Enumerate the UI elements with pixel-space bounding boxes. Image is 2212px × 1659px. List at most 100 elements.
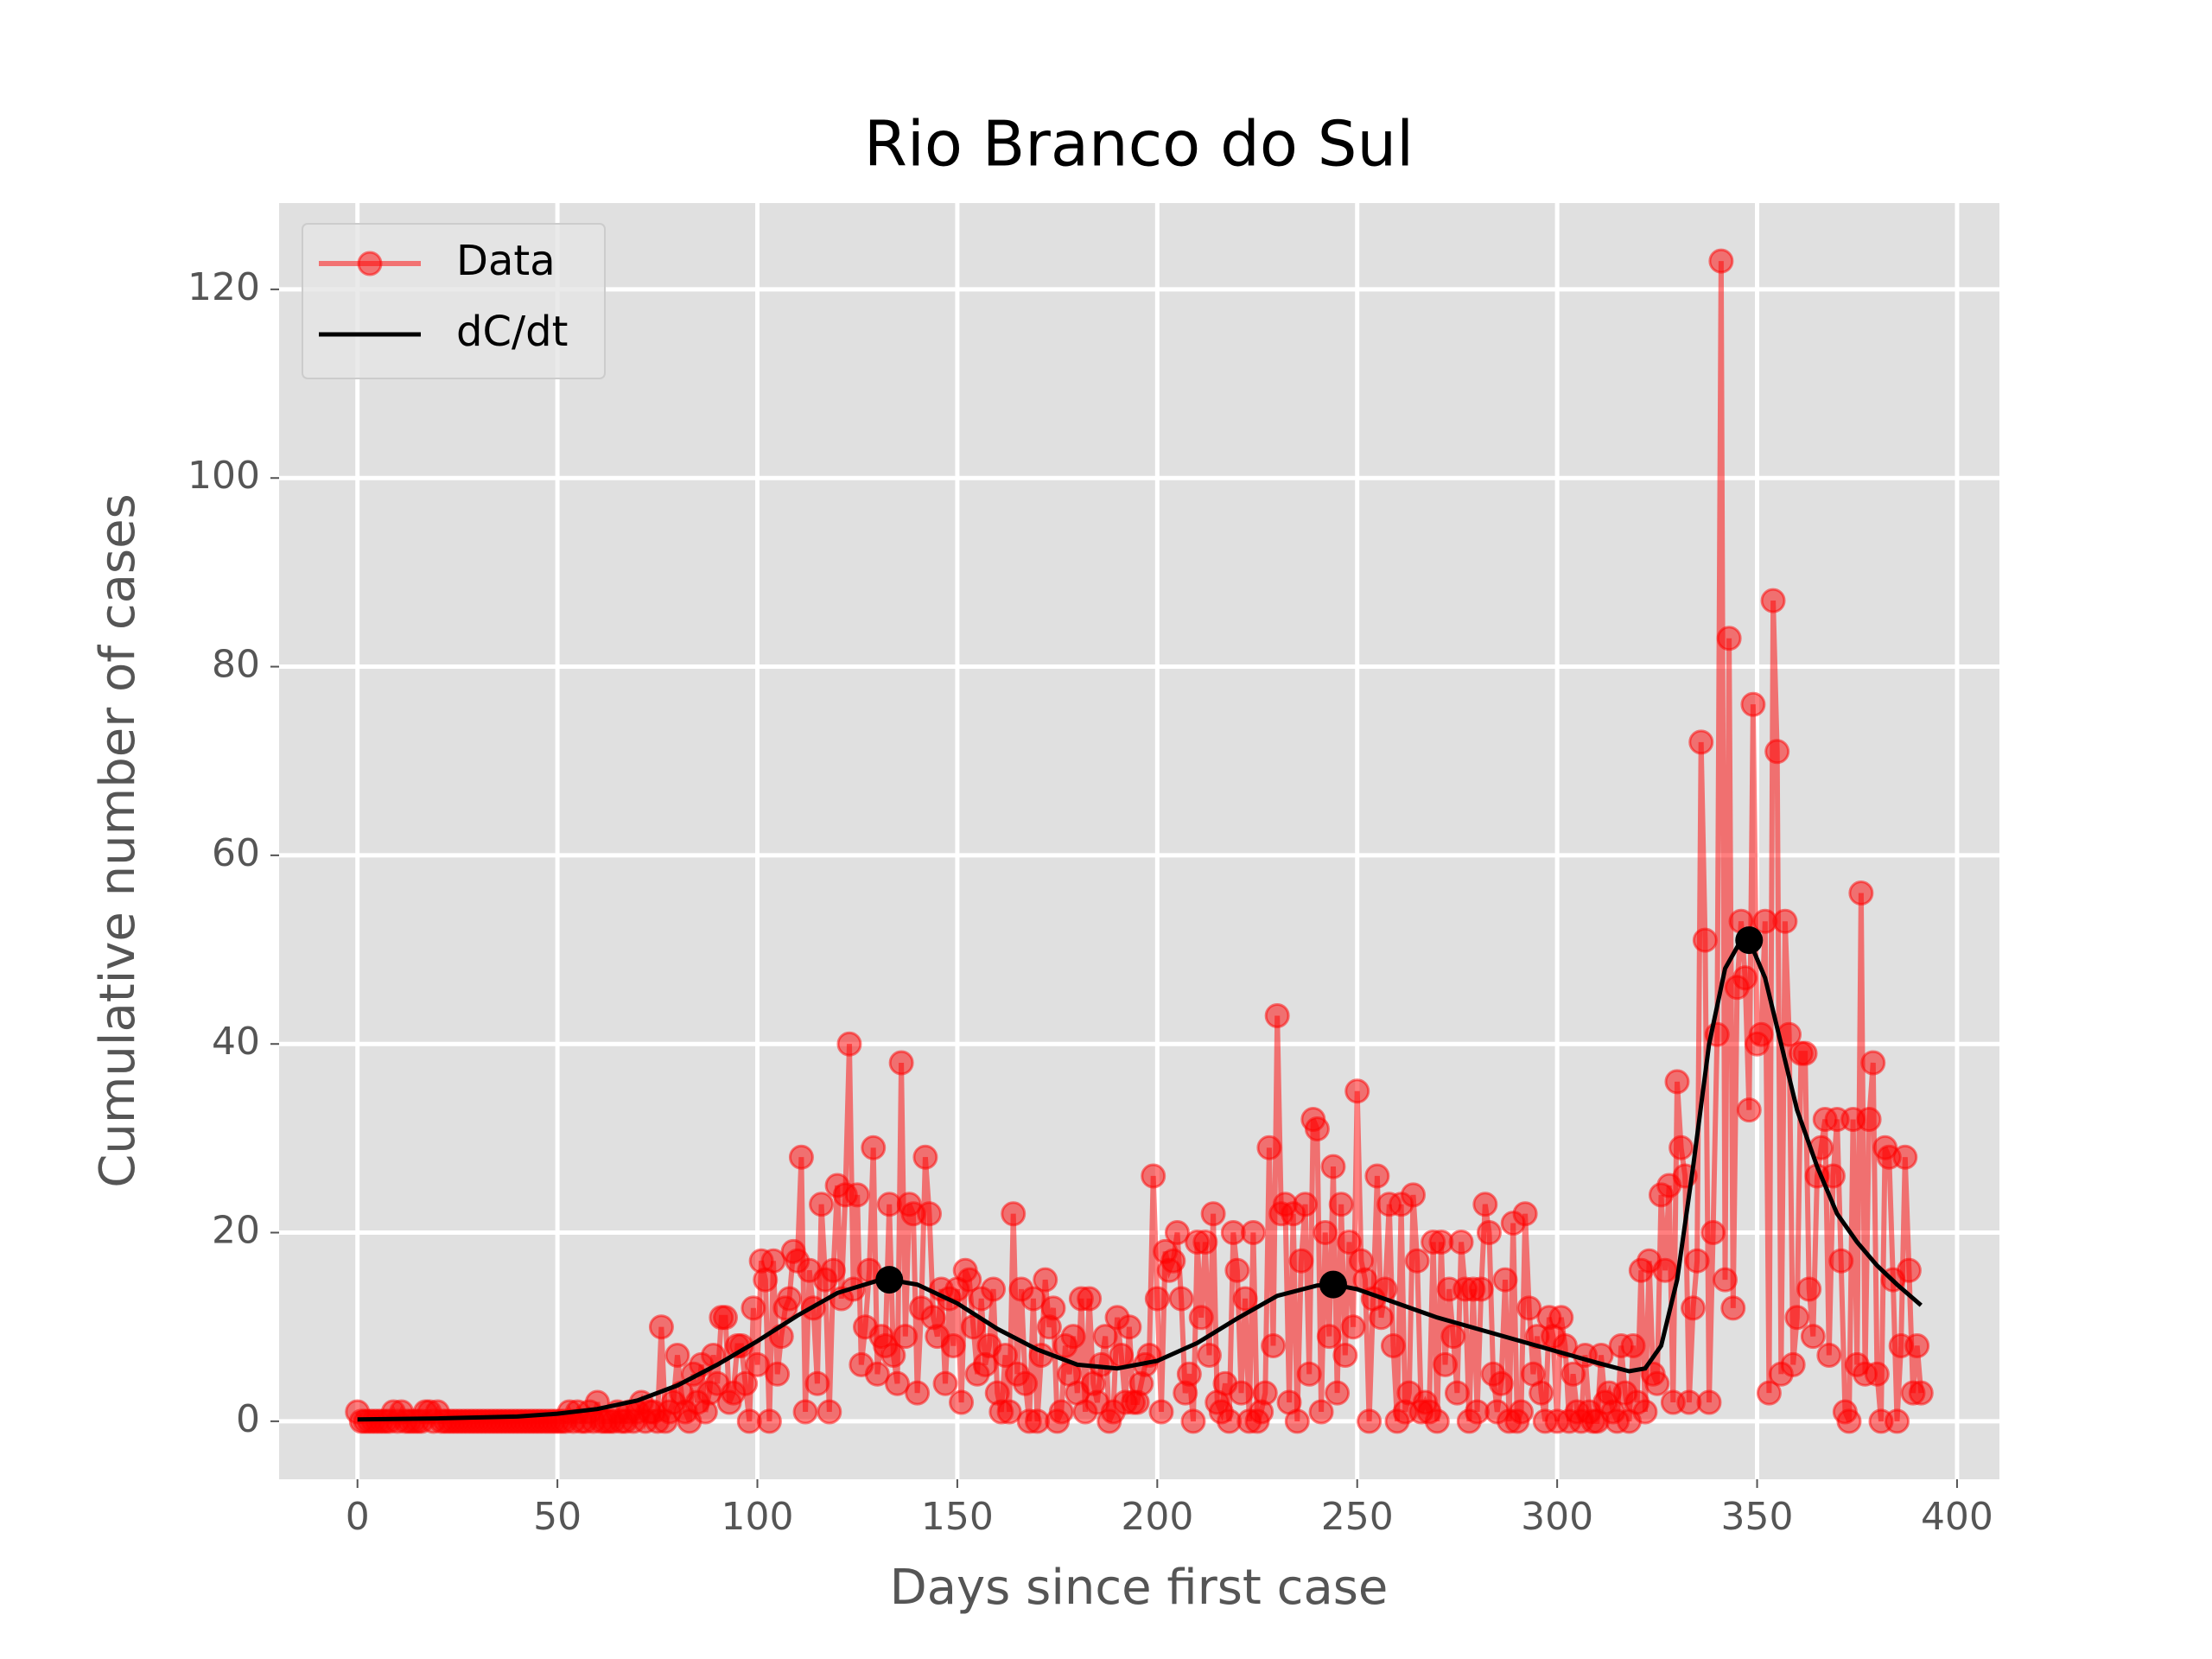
data-point: [996, 1399, 1022, 1425]
legend-label: Data: [456, 237, 556, 285]
data-point: [817, 1399, 842, 1425]
data-point: [1148, 1399, 1174, 1425]
data-point: [1200, 1201, 1226, 1227]
data-point: [1800, 1324, 1826, 1350]
data-point: [1116, 1314, 1142, 1340]
data-point: [1756, 1380, 1782, 1406]
data-point: [765, 1361, 791, 1387]
data-point: [1529, 1380, 1554, 1406]
data-point: [1304, 1116, 1330, 1141]
data-point: [1720, 1295, 1746, 1321]
data-point: [809, 1192, 835, 1217]
y-axis-label: Cumulative number of cases: [90, 493, 146, 1187]
data-point: [861, 1135, 887, 1160]
x-tick-label: 50: [533, 1495, 582, 1539]
data-point: [1860, 1050, 1886, 1076]
data-point: [1548, 1305, 1574, 1331]
y-tick-label: 20: [212, 1209, 260, 1253]
data-point: [1240, 1220, 1266, 1246]
data-point: [1664, 1069, 1690, 1095]
data-point: [1176, 1361, 1202, 1387]
data-point: [648, 1314, 674, 1340]
data-point: [788, 1144, 814, 1170]
data-point: [836, 1031, 862, 1057]
data-point: [1444, 1380, 1470, 1406]
data-point: [1401, 1182, 1427, 1208]
data-point: [1364, 1163, 1390, 1189]
data-point: [1433, 1351, 1459, 1377]
data-point: [741, 1295, 766, 1321]
data-point: [1092, 1324, 1118, 1350]
data-point: [992, 1342, 1018, 1368]
data-point: [1908, 1380, 1934, 1406]
data-point: [820, 1257, 846, 1283]
data-point: [1736, 1097, 1762, 1123]
data-point: [1380, 1333, 1406, 1359]
data-point: [1232, 1286, 1258, 1312]
data-point: [1708, 248, 1734, 274]
x-tick-label: 150: [921, 1495, 994, 1539]
data-point: [1488, 1370, 1514, 1396]
y-tick-label: 40: [212, 1020, 260, 1064]
x-tick-label: 100: [721, 1495, 794, 1539]
x-tick-label: 0: [346, 1495, 370, 1539]
data-point: [1368, 1305, 1394, 1331]
data-point: [1796, 1276, 1822, 1302]
legend-label: dC/dt: [456, 308, 568, 356]
data-point: [1332, 1342, 1358, 1368]
data-point: [1476, 1220, 1502, 1246]
data-point: [1468, 1276, 1494, 1302]
x-tick-label: 400: [1921, 1495, 1993, 1539]
data-point: [1340, 1314, 1366, 1340]
data-point: [1696, 1389, 1722, 1415]
data-point: [917, 1201, 943, 1227]
data-point: [1404, 1248, 1430, 1274]
data-point: [880, 1342, 906, 1368]
data-point: [1448, 1229, 1474, 1255]
data-point: [1013, 1370, 1039, 1396]
x-tick-label: 250: [1321, 1495, 1394, 1539]
data-point: [1784, 1305, 1810, 1331]
data-point: [1256, 1135, 1282, 1160]
data-point: [1864, 1361, 1890, 1387]
data-point: [1644, 1370, 1670, 1396]
data-point: [905, 1380, 931, 1406]
data-point: [1652, 1257, 1678, 1283]
data-point: [844, 1182, 870, 1208]
data-point: [1885, 1408, 1910, 1434]
data-point: [1669, 1135, 1694, 1160]
data-point: [885, 1370, 911, 1396]
data-point: [1632, 1399, 1658, 1425]
data-point: [888, 1050, 914, 1076]
data-point: [1508, 1399, 1534, 1425]
data-point: [1252, 1380, 1278, 1406]
data-point: [1684, 1248, 1710, 1274]
data-point: [1229, 1380, 1255, 1406]
data-point: [864, 1361, 890, 1387]
data-point: [1336, 1229, 1362, 1255]
data-point: [1856, 1107, 1882, 1133]
data-point: [1344, 1078, 1370, 1104]
y-tick-label: 120: [188, 265, 260, 309]
data-point: [756, 1408, 782, 1434]
data-point: [1692, 927, 1718, 953]
data-point: [1040, 1295, 1066, 1321]
data-point: [712, 1305, 738, 1331]
data-point: [1168, 1286, 1194, 1312]
data-point: [1780, 1351, 1806, 1377]
data-point: [1296, 1361, 1322, 1387]
data-point: [1732, 965, 1758, 991]
data-point: [1764, 739, 1790, 765]
y-tick-label: 100: [188, 454, 260, 498]
x-tick-label: 300: [1521, 1495, 1593, 1539]
data-point: [1293, 1192, 1319, 1217]
data-point: [1316, 1324, 1342, 1350]
data-point: [1560, 1361, 1586, 1387]
data-point: [1740, 691, 1766, 717]
data-point: [1164, 1220, 1190, 1246]
data-point: [981, 1276, 1007, 1302]
data-point: [957, 1267, 982, 1293]
data-point: [1716, 626, 1742, 652]
data-point: [1760, 588, 1786, 613]
